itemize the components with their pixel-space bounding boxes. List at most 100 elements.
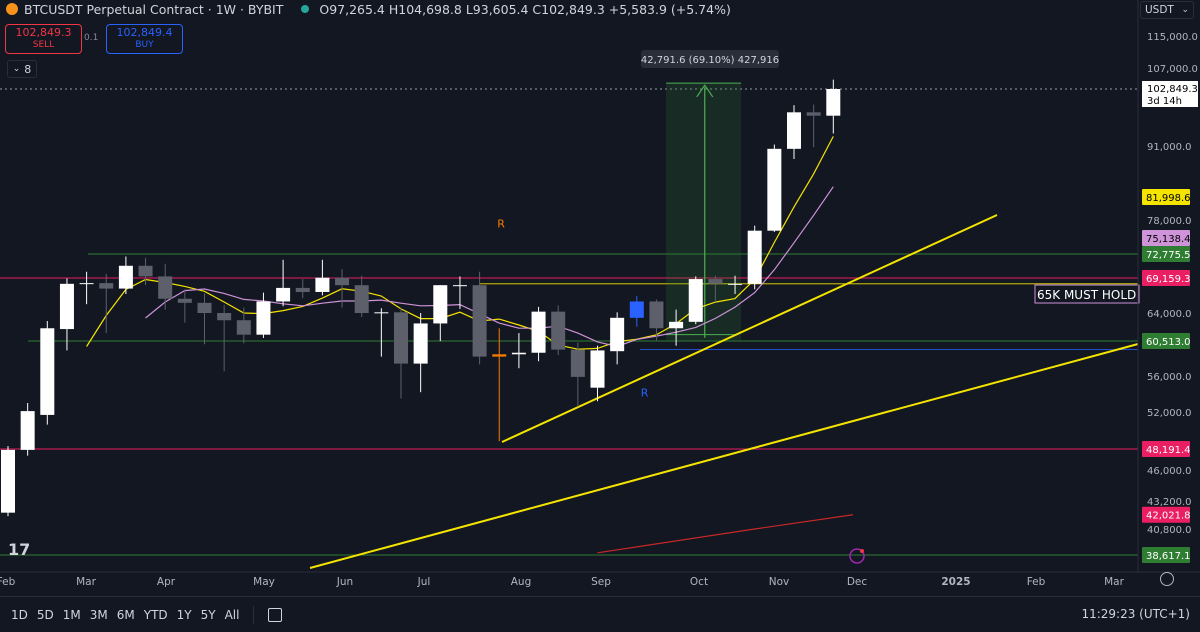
candle-body[interactable] <box>511 352 526 355</box>
candle-body[interactable] <box>826 89 841 116</box>
candle-body[interactable] <box>747 230 762 284</box>
candle-body[interactable] <box>590 350 605 388</box>
candle-body[interactable] <box>551 311 566 350</box>
time-tick-label: Jul <box>417 576 431 588</box>
market-open-status-icon <box>301 5 310 13</box>
candle-body[interactable] <box>452 285 467 287</box>
buy-label: BUY <box>135 40 154 50</box>
candle-body[interactable] <box>315 277 330 292</box>
hold-note-box[interactable] <box>1034 284 1140 304</box>
buy-button[interactable]: 102,849.4 BUY <box>106 24 183 54</box>
spread-value: 0.1 <box>84 33 99 43</box>
time-tick-label: May <box>253 576 275 588</box>
chevron-down-icon: ⌄ <box>1181 5 1189 15</box>
candle-body[interactable] <box>649 301 664 329</box>
tradingview-logo-icon[interactable]: 17 <box>8 540 31 559</box>
candle-body[interactable] <box>374 312 389 314</box>
level-price-label: 42,021.8 <box>1146 511 1191 522</box>
level-price-tag <box>1142 189 1190 206</box>
level-price-tag <box>1142 269 1190 286</box>
candle-body[interactable] <box>570 349 585 377</box>
time-tick-label: Jun <box>336 576 353 588</box>
level-price-label: 72,775.5 <box>1146 250 1191 261</box>
trendline-upper[interactable] <box>501 214 998 443</box>
gear-icon[interactable] <box>1160 572 1174 586</box>
candle-body[interactable] <box>708 279 723 284</box>
candle-body[interactable] <box>492 354 507 357</box>
candle-body[interactable] <box>669 321 684 329</box>
candle-body[interactable] <box>394 312 408 364</box>
candle-body[interactable] <box>276 287 291 302</box>
sell-label: SELL <box>32 40 55 50</box>
symbol-title[interactable]: BTCUSDT Perpetual Contract · 1W · BYBIT <box>24 1 284 17</box>
candle-body[interactable] <box>767 148 782 231</box>
time-tick-label: 2025 <box>941 576 970 588</box>
range-1m-button[interactable]: 1M <box>62 607 81 622</box>
candle-body[interactable] <box>472 285 487 357</box>
candle-body[interactable] <box>138 265 153 277</box>
candle-body[interactable] <box>20 411 35 450</box>
candle-body[interactable] <box>531 311 546 353</box>
candle-body[interactable] <box>787 112 801 149</box>
candle-body[interactable] <box>118 265 133 289</box>
price-tick-label: 56,000.0 <box>1147 372 1192 383</box>
level-price-label: 60,513.0 <box>1146 337 1191 348</box>
candle-body[interactable] <box>59 283 74 330</box>
candle-body[interactable] <box>688 279 703 322</box>
candle-body[interactable] <box>79 283 94 285</box>
time-tick-label: Nov <box>769 576 790 588</box>
level-price-label: 75,138.4 <box>1146 234 1191 245</box>
candle-body[interactable] <box>158 276 173 299</box>
candle-body[interactable] <box>335 277 350 286</box>
measure-label-bg <box>641 50 779 68</box>
time-tick-label: Aug <box>511 576 532 588</box>
current-price-value: 102,849.3 <box>1147 84 1198 95</box>
candle-body[interactable] <box>629 301 644 318</box>
range-5d-button[interactable]: 5D <box>36 607 54 622</box>
price-tick-label: 115,000.0 <box>1147 32 1198 43</box>
candle-body[interactable] <box>40 328 55 415</box>
time-tick-label: Mar <box>76 576 96 588</box>
ma-long-line <box>597 514 854 554</box>
sell-button[interactable]: 102,849.3 SELL <box>5 24 82 54</box>
range-3m-button[interactable]: 3M <box>89 607 108 622</box>
candle-body[interactable] <box>295 287 310 292</box>
range-1y-button[interactable]: 1Y <box>176 607 192 622</box>
level-price-tag <box>1142 333 1190 349</box>
range-ytd-button[interactable]: YTD <box>143 607 168 622</box>
candle-body[interactable] <box>413 323 428 364</box>
price-chart[interactable]: R R 42,791.6 (69.10%) 427,916 65K MUST HOLD… <box>0 0 1200 596</box>
trendline-lower[interactable] <box>309 343 1139 569</box>
sell-price: 102,849.3 <box>15 26 72 39</box>
clock-timezone[interactable]: 11:29:23 (UTC+1) <box>1081 607 1190 621</box>
range-5y-button[interactable]: 5Y <box>200 607 216 622</box>
price-tick-label: 64,000.0 <box>1147 309 1192 320</box>
candle-body[interactable] <box>610 317 625 352</box>
range-6m-button[interactable]: 6M <box>116 607 135 622</box>
candle-body[interactable] <box>236 320 251 335</box>
candle-body[interactable] <box>728 283 743 285</box>
time-tick-label: Feb <box>0 576 16 588</box>
candle-body[interactable] <box>99 283 114 289</box>
candle-body[interactable] <box>806 112 821 116</box>
candle-body[interactable] <box>354 285 369 313</box>
candle-body[interactable] <box>197 302 212 313</box>
indicators-toggle-button[interactable]: ⌄ 8 <box>7 60 37 78</box>
marker-r-orange: R <box>497 218 505 231</box>
candle-body[interactable] <box>177 298 192 303</box>
level-price-label: 48,191.4 <box>1146 445 1191 456</box>
measure-label: 42,791.6 (69.10%) 427,916 <box>641 55 779 66</box>
currency-select[interactable]: USDT ⌄ <box>1140 1 1194 19</box>
price-tick-label: 91,000.0 <box>1147 142 1192 153</box>
candle-body[interactable] <box>217 313 232 321</box>
candle-body[interactable] <box>433 285 448 324</box>
ohlc-readout: O97,265.4 H104,698.8 L93,605.4 C102,849.… <box>319 1 731 17</box>
current-price-tag <box>1142 80 1198 107</box>
range-1d-button[interactable]: 1D <box>11 607 28 622</box>
range-all-button[interactable]: All <box>224 607 240 622</box>
candle-body[interactable] <box>256 301 271 335</box>
candle-body[interactable] <box>1 449 15 513</box>
lightning-event-icon[interactable] <box>849 548 865 564</box>
calendar-goto-icon[interactable] <box>268 607 283 622</box>
measure-range-box[interactable] <box>666 83 742 341</box>
